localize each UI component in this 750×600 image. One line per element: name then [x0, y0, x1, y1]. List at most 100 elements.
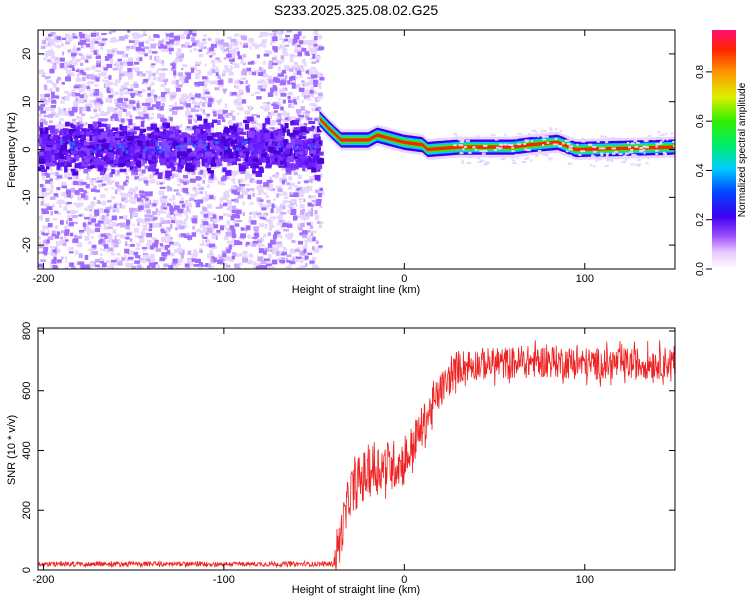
spectrogram-cell	[257, 189, 264, 194]
spectrogram-cell	[129, 207, 135, 213]
spectrogram-cell	[299, 133, 303, 138]
spectrogram-cell	[251, 243, 257, 247]
spectrogram-cell	[533, 129, 537, 132]
spectrogram-cell	[138, 114, 143, 118]
spectrogram-cell	[267, 75, 273, 80]
spectrogram-cell	[230, 205, 237, 210]
spectrogram-cell	[310, 207, 314, 211]
spectrogram-cell	[108, 31, 113, 35]
spectrogram-cell	[99, 92, 103, 97]
spectrogram-cell	[170, 151, 176, 159]
spectrogram-cell	[175, 56, 181, 60]
spectrogram-cell	[56, 261, 62, 265]
spectrogram-cell	[142, 255, 149, 258]
spectrogram-cell	[145, 220, 150, 225]
spectrogram-cell	[537, 149, 542, 152]
snr-series-line	[38, 340, 675, 570]
spectrogram-cell	[185, 111, 191, 117]
spectrogram-cell	[72, 62, 76, 66]
spectrogram-cell	[195, 200, 200, 204]
spectrogram-cell	[185, 214, 189, 220]
spectrogram-cell	[279, 159, 284, 165]
spectrogram-cell	[38, 151, 45, 156]
spectrogram-cell	[222, 119, 226, 123]
spectrogram-cell	[63, 225, 68, 230]
spectrogram-cell	[275, 210, 279, 214]
spectrogram-cell	[134, 186, 138, 192]
spectrogram-cell	[276, 251, 280, 257]
spectrogram-cell	[291, 119, 299, 126]
spectrogram-cell	[611, 147, 616, 150]
spectrogram-cell	[232, 213, 238, 219]
spectrogram-cell	[273, 153, 279, 158]
spectrogram-cell	[307, 252, 313, 255]
spectrogram-cell	[310, 134, 315, 138]
spectrogram-cell	[296, 192, 302, 197]
spectrogram-cell	[181, 204, 186, 208]
spectrogram-cell	[68, 112, 72, 117]
spectrogram-cell	[102, 215, 105, 220]
spectrogram-cell	[173, 35, 180, 41]
spectrogram-cell	[51, 233, 56, 237]
spectrogram-cell	[155, 248, 162, 252]
spectrogram-cell	[41, 73, 45, 76]
spectrogram-cell	[198, 142, 202, 148]
spectrogram-cell	[290, 102, 293, 108]
spectrogram-cell	[453, 144, 457, 147]
spectrogram-cell	[299, 40, 304, 45]
spectrogram-cell	[237, 55, 242, 60]
spectrogram-cell	[275, 78, 280, 83]
spectrogram-cell	[510, 156, 515, 159]
spectrogram-cell	[71, 48, 78, 53]
spectrogram-cell	[99, 261, 104, 264]
colorbar-tick-label: 0.4	[695, 163, 706, 177]
spectrogram-cell	[174, 58, 180, 62]
spectrogram-cell	[114, 133, 120, 138]
spectrogram-cell	[222, 110, 228, 113]
spectrogram-cell	[186, 154, 192, 161]
spectrogram-cell	[245, 241, 250, 246]
spectrogram-cell	[47, 58, 51, 63]
spectrogram-cell	[298, 186, 303, 191]
spectrogram-cell	[306, 222, 311, 226]
spectrogram-cell	[91, 128, 99, 135]
spectrogram-cell	[45, 217, 50, 222]
spectrogram-cell	[296, 76, 299, 80]
spectrogram-cell	[79, 145, 85, 149]
spectrogram-cell	[290, 138, 295, 146]
spectrogram-cell	[235, 158, 241, 162]
spectrogram-cell	[74, 101, 79, 106]
spectrogram-cell	[301, 215, 307, 220]
spectrogram-cell	[83, 92, 87, 96]
spectrogram-cell	[288, 163, 294, 168]
spectrogram-cell	[62, 128, 69, 133]
spectrogram-cell	[80, 39, 87, 45]
spectrogram-cell	[273, 55, 278, 58]
spectrogram-cell	[559, 130, 563, 133]
spectrogram-cell	[230, 66, 234, 70]
spectrogram-cell	[182, 181, 187, 184]
spectrogram-cell	[131, 173, 136, 177]
spectrogram-cell	[236, 106, 239, 110]
spectrogram-cell	[270, 40, 273, 46]
spectrogram-cell	[50, 184, 54, 189]
spectrogram-cell	[276, 60, 282, 65]
spectrogram-cell	[303, 145, 311, 151]
spectrogram-cell	[233, 144, 240, 150]
spectrogram-cell	[156, 69, 159, 75]
spectrogram-cell	[80, 264, 87, 269]
spectrogram-cell	[211, 137, 216, 142]
spectrogram-cell	[306, 237, 313, 243]
spectrogram-cell	[49, 129, 55, 133]
spectrogram-cell	[122, 87, 128, 90]
spectrogram-cell	[301, 100, 304, 103]
spectrogram-cell	[274, 157, 278, 162]
spectrogram-cell	[178, 34, 185, 38]
spectrogram-cell	[266, 199, 271, 204]
spectrogram-cell	[273, 150, 280, 155]
spectrogram-cell	[208, 223, 213, 228]
spectrogram-cell	[198, 134, 206, 139]
spectrogram-cell	[91, 244, 97, 248]
spectrogram-cell	[246, 110, 250, 116]
